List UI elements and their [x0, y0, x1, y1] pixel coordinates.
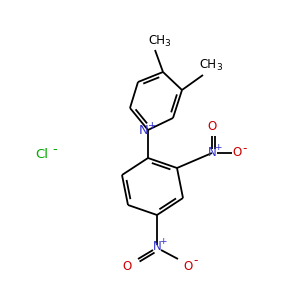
- Text: O: O: [122, 260, 132, 274]
- Text: +: +: [159, 238, 167, 247]
- Text: CH: CH: [200, 58, 217, 71]
- Text: 3: 3: [216, 64, 222, 73]
- Text: -: -: [52, 143, 57, 157]
- Text: -: -: [194, 254, 198, 268]
- Text: +: +: [148, 121, 156, 131]
- Text: CH: CH: [148, 34, 166, 46]
- Text: Cl: Cl: [35, 148, 49, 161]
- Text: O: O: [207, 119, 217, 133]
- Text: 3: 3: [164, 38, 170, 47]
- Text: +: +: [214, 143, 222, 152]
- Text: O: O: [183, 260, 193, 274]
- Text: N: N: [208, 146, 216, 160]
- Text: -: -: [243, 142, 247, 155]
- Text: O: O: [232, 146, 242, 160]
- Text: N: N: [139, 124, 149, 137]
- Text: N: N: [153, 241, 161, 254]
